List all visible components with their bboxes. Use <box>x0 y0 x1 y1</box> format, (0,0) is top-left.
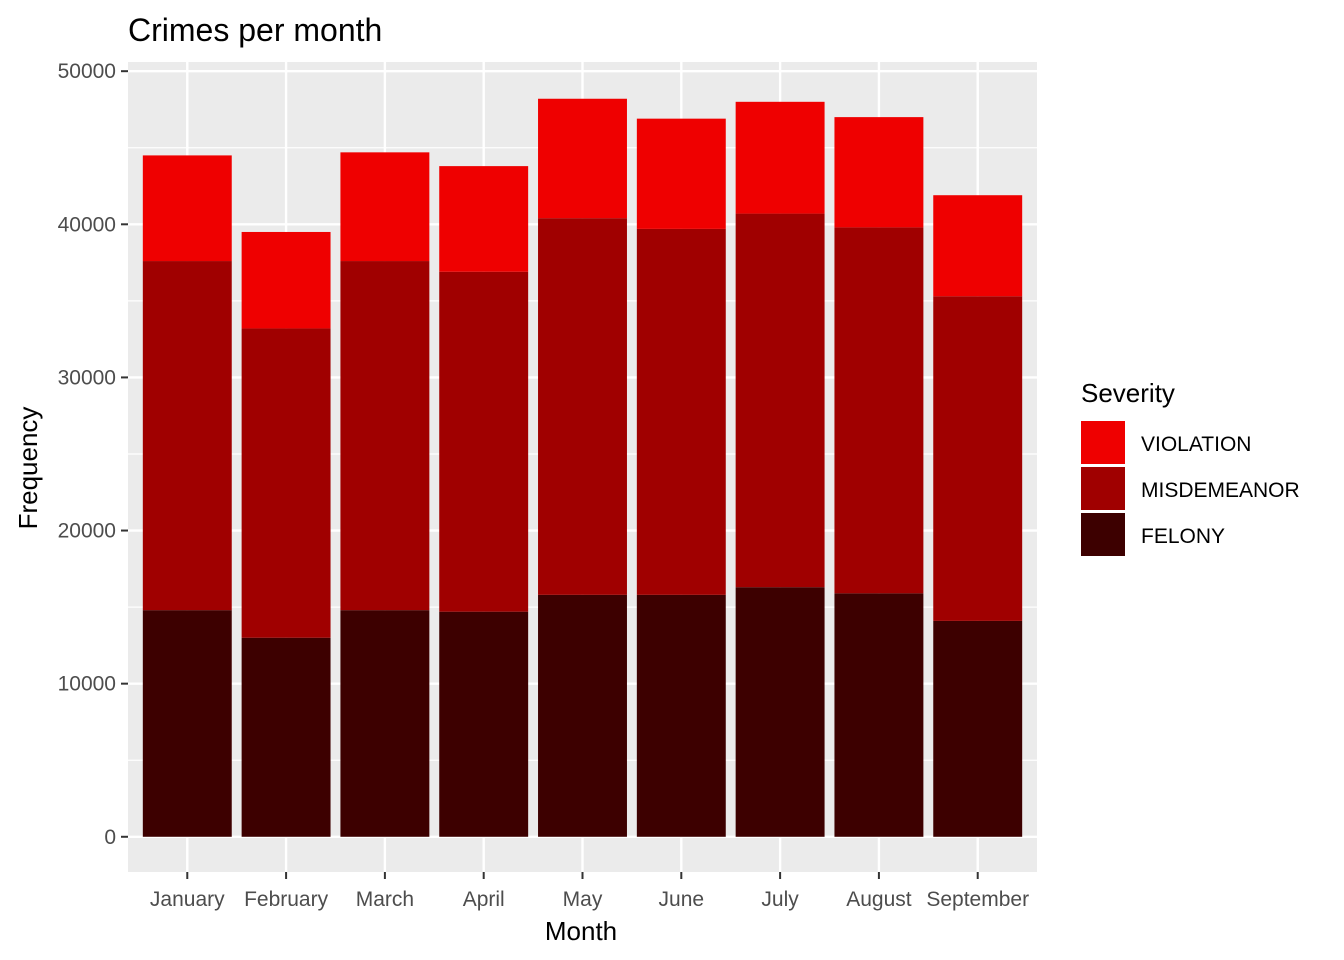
y-tick-label: 50000 <box>58 60 116 83</box>
y-axis: 0 10000 20000 30000 40000 50000 <box>58 60 128 849</box>
x-tick-label-july: July <box>761 888 799 911</box>
y-tick-label: 0 <box>104 826 116 849</box>
bar-misdemeanor-july <box>735 213 825 588</box>
legend-title: Severity <box>1081 378 1175 408</box>
x-tick-label-april: April <box>463 888 505 911</box>
bar-felony-may <box>538 594 627 837</box>
y-tick-label: 20000 <box>58 520 116 543</box>
bar-felony-february <box>241 637 331 837</box>
bar-misdemeanor-may <box>538 218 627 595</box>
bar-violation-june <box>636 118 726 229</box>
x-tick-label-september: September <box>926 888 1029 911</box>
x-tick-label-march: March <box>356 888 414 911</box>
bar-misdemeanor-september <box>933 296 1023 621</box>
chart-title: Crimes per month <box>128 12 382 48</box>
bar-violation-july <box>735 101 825 214</box>
legend-key-felony <box>1081 513 1125 556</box>
bar-violation-september <box>933 195 1023 297</box>
bar-violation-march <box>340 152 430 262</box>
bar-misdemeanor-april <box>439 271 529 612</box>
bar-misdemeanor-august <box>834 227 924 594</box>
x-tick-label-january: January <box>150 888 225 911</box>
bar-violation-may <box>538 98 627 219</box>
x-axis: January February March April May June July Augu… <box>150 872 1029 911</box>
legend-label-felony: FELONY <box>1141 525 1225 548</box>
x-tick-label-june: June <box>659 888 705 911</box>
y-tick-label: 30000 <box>58 366 116 389</box>
bar-misdemeanor-june <box>636 228 726 595</box>
bar-felony-august <box>834 593 924 837</box>
bar-violation-january <box>142 155 232 262</box>
legend-key-misdemeanor <box>1081 467 1125 510</box>
bar-felony-january <box>142 610 232 837</box>
bar-violation-april <box>439 166 529 272</box>
y-tick-label: 10000 <box>58 673 116 696</box>
x-tick-label-may: May <box>563 888 603 911</box>
legend-key-violation <box>1081 421 1125 464</box>
legend-label-misdemeanor: MISDEMEANOR <box>1141 479 1300 502</box>
bar-misdemeanor-february <box>241 328 331 638</box>
y-axis-title: Frequency <box>13 407 43 530</box>
bar-violation-february <box>241 231 331 329</box>
bar-misdemeanor-january <box>142 261 232 611</box>
legend-label-violation: VIOLATION <box>1141 433 1251 456</box>
bar-felony-april <box>439 611 529 837</box>
y-tick-label: 40000 <box>58 213 116 236</box>
bar-felony-july <box>735 587 825 837</box>
bar-violation-august <box>834 117 924 228</box>
bar-felony-june <box>636 594 726 837</box>
bars <box>142 98 1023 837</box>
legend: Severity VIOLATION MISDEMEANOR FELONY <box>1081 378 1300 556</box>
x-tick-label-february: February <box>244 888 329 911</box>
bar-felony-september <box>933 620 1023 837</box>
x-axis-title: Month <box>545 916 617 946</box>
bar-felony-march <box>340 610 430 837</box>
x-tick-label-august: August <box>846 888 912 911</box>
bar-misdemeanor-march <box>340 261 430 611</box>
